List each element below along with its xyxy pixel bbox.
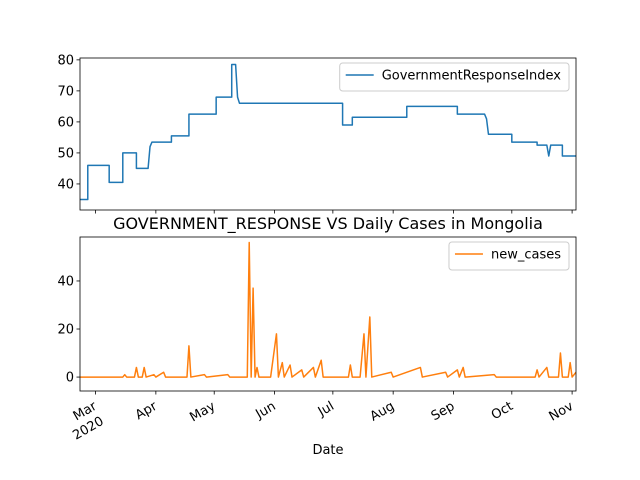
x-axis-label: Date	[312, 443, 343, 458]
y-tick-label: 80	[57, 53, 74, 68]
y-tick-label: 60	[57, 115, 74, 130]
y-tick-label: 20	[57, 323, 74, 338]
y-tick-label: 70	[57, 84, 74, 99]
legend: new_cases	[448, 241, 570, 271]
y-tick-label: 40	[57, 177, 74, 192]
legend: GovernmentResponseIndex	[339, 62, 570, 92]
axes-frame	[79, 57, 577, 211]
y-tick-label: 40	[57, 274, 74, 289]
axes-frame	[79, 236, 577, 392]
line-series	[80, 241, 576, 378]
legend-label: GovernmentResponseIndex	[382, 69, 562, 84]
chart-title: GOVERNMENT_RESPONSE VS Daily Cases in Mo…	[113, 214, 543, 234]
legend-frame	[448, 241, 570, 271]
y-tick-label: 50	[57, 146, 74, 161]
line-series	[80, 63, 576, 201]
legend-frame	[339, 62, 570, 92]
y-tick-label: 0	[66, 371, 74, 386]
x-tick-label: Jul	[315, 399, 337, 420]
legend-label: new_cases	[491, 248, 561, 263]
